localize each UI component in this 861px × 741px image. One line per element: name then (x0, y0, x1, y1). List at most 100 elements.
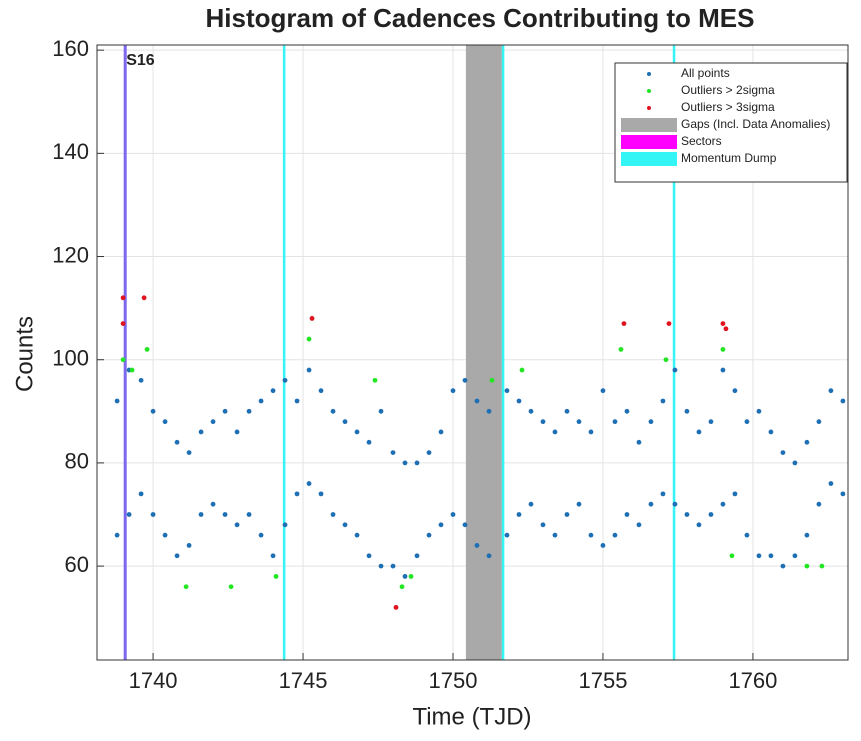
legend-swatch (621, 135, 677, 149)
data-point (816, 419, 822, 425)
data-point (621, 321, 627, 327)
data-point (660, 491, 666, 497)
data-point (450, 512, 456, 517)
data-point (528, 408, 534, 414)
data-point (378, 408, 384, 414)
data-point (552, 429, 558, 435)
data-point (819, 563, 825, 569)
legend-marker (647, 72, 651, 76)
legend-swatch (621, 118, 677, 132)
data-point (756, 408, 762, 414)
data-point (684, 512, 690, 517)
data-point (222, 512, 228, 517)
data-point (306, 367, 312, 373)
y-axis-label: Counts (11, 316, 38, 392)
data-point (519, 367, 525, 373)
data-point (723, 326, 729, 332)
data-point (612, 532, 618, 538)
data-point (528, 501, 534, 507)
data-point (228, 584, 234, 590)
data-point (672, 501, 678, 507)
data-point (648, 419, 654, 425)
chart-title: Histogram of Cadences Contributing to ME… (206, 3, 755, 33)
data-point (402, 460, 408, 466)
data-point (600, 388, 606, 394)
data-point (840, 398, 846, 404)
data-point (756, 553, 762, 559)
data-point (183, 584, 189, 590)
data-point (309, 316, 315, 321)
data-point (270, 388, 276, 394)
data-point (306, 481, 312, 486)
data-point (840, 491, 846, 497)
data-point (588, 532, 594, 538)
data-point (366, 553, 372, 559)
data-point (198, 512, 204, 517)
legend-label: Gaps (Incl. Data Anomalies) (681, 117, 830, 131)
data-point (390, 563, 396, 569)
data-point (198, 429, 204, 435)
data-point (489, 377, 495, 383)
data-point (282, 377, 288, 383)
data-point (816, 501, 822, 507)
data-point (246, 408, 252, 414)
data-point (663, 357, 669, 363)
data-point (828, 481, 834, 486)
data-point (390, 450, 396, 455)
data-point (600, 543, 606, 548)
data-point (141, 295, 147, 301)
data-point (150, 512, 156, 517)
x-axis-label: Time (TJD) (412, 703, 531, 730)
data-point (222, 408, 228, 414)
legend-label: Sectors (681, 134, 722, 148)
data-point (636, 439, 642, 445)
data-point (552, 532, 558, 538)
data-point (516, 398, 522, 404)
data-point (186, 543, 192, 548)
data-point (162, 419, 168, 425)
gap-band (465, 45, 502, 660)
data-point (342, 522, 348, 528)
data-point (426, 532, 432, 538)
data-point (114, 398, 120, 404)
data-point (612, 419, 618, 425)
data-point (504, 532, 510, 538)
data-point (234, 429, 240, 435)
data-point (618, 347, 624, 352)
data-point (828, 388, 834, 394)
data-point (294, 398, 300, 404)
y-tick-label: 160 (52, 36, 89, 61)
data-point (732, 491, 738, 497)
data-point (138, 491, 144, 497)
x-tick-label: 1740 (129, 668, 178, 693)
data-point (474, 543, 480, 548)
data-point (672, 367, 678, 373)
data-point (708, 512, 714, 517)
data-point (354, 429, 360, 435)
data-point (174, 439, 180, 445)
legend-label: All points (681, 66, 730, 80)
data-point (414, 460, 420, 466)
y-tick-label: 140 (52, 139, 89, 164)
data-point (720, 321, 726, 327)
data-point (210, 501, 216, 507)
data-point (540, 522, 546, 528)
data-point (660, 398, 666, 404)
data-point (732, 388, 738, 394)
data-point (186, 450, 192, 455)
data-point (129, 367, 135, 373)
data-point (306, 336, 312, 342)
data-point (636, 522, 642, 528)
data-point (342, 419, 348, 425)
data-point (768, 429, 774, 435)
data-point (564, 512, 570, 517)
data-point (354, 532, 360, 538)
data-point (486, 408, 492, 414)
data-point (399, 584, 405, 590)
data-point (768, 553, 774, 559)
data-point (516, 512, 522, 517)
data-point (210, 419, 216, 425)
legend-label: Outliers > 2sigma (681, 83, 775, 97)
data-point (402, 574, 408, 579)
